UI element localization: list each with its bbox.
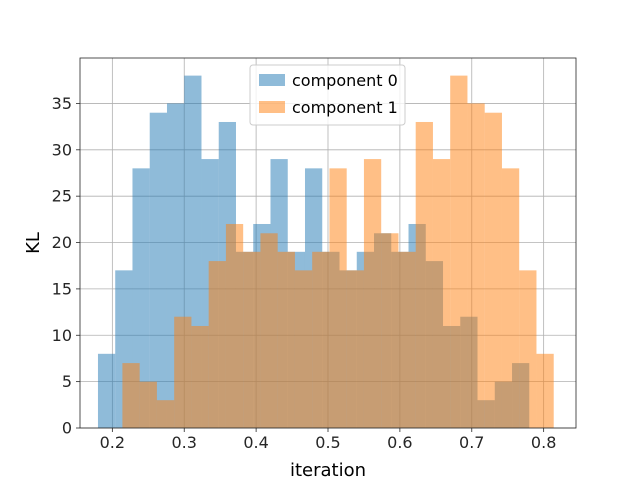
histogram-bar xyxy=(208,261,226,428)
x-tick-label: 0.6 xyxy=(387,433,412,452)
histogram-bar xyxy=(363,159,382,428)
histogram-bar xyxy=(484,112,502,428)
legend-label: component 1 xyxy=(292,98,398,117)
y-tick-label: 25 xyxy=(52,187,72,206)
series-1-bars xyxy=(122,75,554,429)
histogram-bar xyxy=(174,316,192,428)
histogram-bar xyxy=(381,233,399,428)
histogram-bar xyxy=(243,251,261,428)
x-tick-label: 0.4 xyxy=(243,433,268,452)
y-axis-ticks: 0 5 10 15 20 25 30 35 xyxy=(52,94,80,438)
bars xyxy=(97,75,554,429)
y-tick-label: 5 xyxy=(62,372,72,391)
y-tick-label: 15 xyxy=(52,279,72,298)
x-axis-ticks: 0.2 0.3 0.4 0.5 0.6 0.7 0.8 xyxy=(100,428,556,452)
histogram-bar xyxy=(294,270,313,428)
histogram-bar xyxy=(122,363,140,428)
histogram-bar xyxy=(260,233,278,428)
y-tick-label: 20 xyxy=(52,233,72,252)
histogram-bar xyxy=(329,168,347,428)
legend: component 0 component 1 xyxy=(249,64,406,126)
histogram-bar xyxy=(97,353,116,428)
legend-swatch xyxy=(259,74,285,86)
histogram-bar xyxy=(191,325,209,428)
y-axis-label: KL xyxy=(23,232,44,254)
histogram-bar xyxy=(149,112,167,428)
legend-label: component 0 xyxy=(292,71,398,90)
legend-box xyxy=(249,64,406,126)
y-tick-label: 35 xyxy=(52,94,72,113)
histogram-bar xyxy=(398,251,416,428)
x-tick-label: 0.2 xyxy=(100,433,125,452)
x-tick-label: 0.5 xyxy=(315,433,340,452)
histogram-bar xyxy=(536,353,554,428)
histogram-bar xyxy=(139,381,157,428)
histogram-bar xyxy=(450,75,468,428)
histogram-bar xyxy=(519,270,537,428)
y-tick-label: 0 xyxy=(62,419,72,438)
histogram-bar xyxy=(415,121,433,429)
histogram-bar xyxy=(312,251,330,428)
legend-swatch xyxy=(259,101,285,113)
histogram-bar xyxy=(467,103,485,428)
histogram-bar xyxy=(501,168,520,428)
x-tick-label: 0.3 xyxy=(172,433,197,452)
x-tick-label: 0.7 xyxy=(459,433,484,452)
histogram-bar xyxy=(225,223,244,428)
histogram-bar xyxy=(156,400,175,428)
y-tick-label: 30 xyxy=(52,140,72,159)
y-tick-label: 10 xyxy=(52,326,72,345)
histogram-bar xyxy=(432,159,451,428)
histogram-bar xyxy=(277,251,295,428)
x-axis-label: iteration xyxy=(290,460,366,480)
x-tick-label: 0.8 xyxy=(531,433,556,452)
histogram-bar xyxy=(346,270,364,428)
